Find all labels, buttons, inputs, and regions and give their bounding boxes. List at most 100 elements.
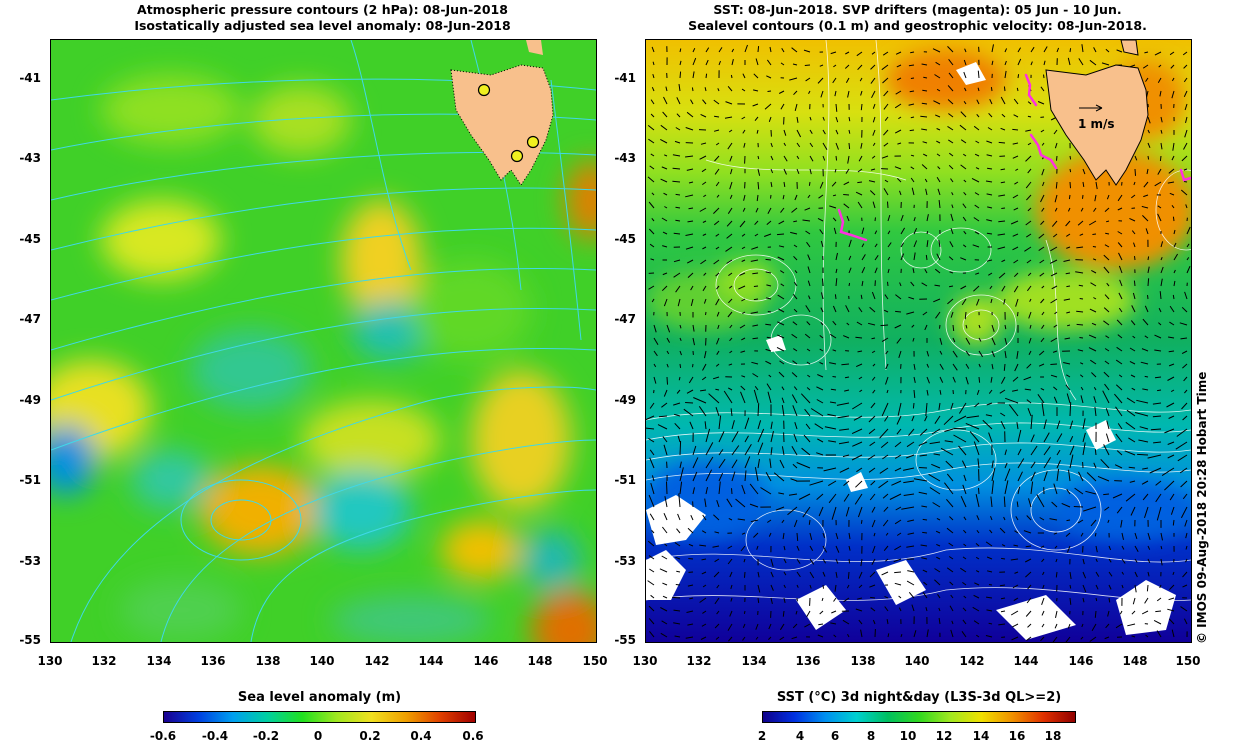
- velocity-arrow: [913, 240, 918, 248]
- velocity-arrow: [675, 127, 681, 131]
- velocity-arrow: [1172, 142, 1175, 151]
- velocity-arrow: [715, 363, 720, 367]
- velocity-arrow: [715, 272, 720, 277]
- velocity-arrow: [959, 124, 967, 131]
- velocity-arrow: [770, 168, 774, 174]
- velocity-arrow: [1095, 181, 1098, 190]
- velocity-arrow: [1082, 442, 1086, 456]
- lat-tick: -41: [614, 71, 636, 85]
- velocity-arrow: [899, 190, 902, 196]
- lat-tick: -49: [614, 393, 636, 407]
- velocity-arrow: [1147, 266, 1150, 274]
- velocity-arrow: [883, 103, 889, 110]
- velocity-arrow: [991, 350, 995, 358]
- velocity-arrow: [1027, 168, 1032, 174]
- velocity-arrow: [1076, 246, 1084, 249]
- velocity-arrow: [949, 516, 954, 521]
- velocity-arrow: [809, 116, 812, 121]
- velocity-arrow: [1131, 230, 1136, 235]
- velocity-arrow: [1184, 103, 1188, 111]
- velocity-arrow: [945, 460, 954, 469]
- velocity-arrow: [819, 361, 824, 365]
- velocity-arrow: [1160, 142, 1163, 150]
- velocity-arrow: [1097, 475, 1110, 482]
- velocity-arrow: [845, 305, 850, 313]
- velocity-arrow: [767, 391, 772, 404]
- velocity-arrow: [986, 402, 993, 406]
- velocity-arrow: [1039, 259, 1045, 264]
- velocity-arrow: [740, 545, 746, 552]
- velocity-arrow: [1169, 51, 1175, 56]
- sla-cb-tick: 0.2: [359, 729, 381, 743]
- velocity-arrow: [688, 181, 694, 184]
- velocity-arrow: [1088, 347, 1097, 352]
- velocity-arrow: [686, 610, 694, 613]
- velocity-arrow: [804, 207, 811, 211]
- velocity-arrow: [926, 389, 929, 396]
- velocity-arrow: [1041, 324, 1045, 329]
- velocity-arrow: [1104, 348, 1110, 352]
- velocity-arrow: [922, 89, 928, 92]
- velocity-arrow: [651, 298, 655, 303]
- velocity-arrow: [859, 389, 863, 393]
- velocity-arrow: [793, 433, 798, 443]
- velocity-arrow: [926, 240, 929, 248]
- velocity-arrow: [835, 142, 839, 150]
- velocity-arrow: [822, 129, 826, 135]
- velocity-arrow: [757, 181, 760, 190]
- velocity-arrow: [805, 305, 811, 313]
- velocity-arrow: [926, 350, 930, 357]
- velocity-arrow: [924, 415, 928, 422]
- velocity-arrow: [817, 374, 824, 378]
- velocity-arrow: [926, 230, 929, 235]
- sst-cb-tick: 14: [972, 729, 990, 743]
- velocity-arrow: [1156, 506, 1162, 521]
- velocity-arrow: [922, 518, 928, 521]
- velocity-arrow: [666, 337, 671, 343]
- velocity-arrow: [925, 607, 928, 612]
- velocity-arrow: [702, 246, 707, 250]
- velocity-arrow: [675, 206, 681, 209]
- velocity-arrow: [770, 584, 774, 591]
- velocity-arrow: [1095, 558, 1098, 563]
- velocity-arrow: [870, 607, 876, 612]
- velocity-arrow: [934, 568, 941, 573]
- velocity-arrow: [835, 116, 839, 123]
- velocity-arrow: [1140, 361, 1149, 365]
- velocity-arrow: [783, 558, 787, 564]
- velocity-arrow: [676, 389, 681, 394]
- velocity-arrow: [705, 469, 713, 482]
- velocity-arrow: [1030, 61, 1033, 66]
- velocity-arrow: [978, 350, 984, 358]
- lon-tick: 142: [959, 654, 985, 668]
- velocity-arrow: [1005, 397, 1019, 404]
- sla-cb-tick: 0.4: [410, 729, 432, 743]
- velocity-arrow: [962, 607, 967, 612]
- velocity-arrow: [1078, 284, 1084, 287]
- velocity-arrow: [1173, 269, 1176, 274]
- velocity-arrow: [934, 74, 941, 79]
- velocity-arrow: [1063, 362, 1071, 365]
- lat-tick: -51: [614, 473, 636, 487]
- velocity-arrow: [982, 419, 993, 430]
- lon-tick: 134: [146, 654, 172, 668]
- velocity-arrow: [1104, 360, 1110, 365]
- velocity-arrow: [1114, 393, 1123, 404]
- velocity-arrow: [1027, 101, 1032, 105]
- velocity-arrow: [1183, 376, 1188, 382]
- velocity-arrow: [1183, 64, 1188, 69]
- velocity-arrow: [663, 512, 668, 521]
- velocity-arrow: [1054, 142, 1058, 149]
- velocity-arrow: [791, 394, 798, 404]
- velocity-arrow: [949, 241, 954, 248]
- velocity-arrow: [835, 571, 838, 578]
- velocity-arrow: [1100, 458, 1110, 469]
- velocity-arrow: [791, 445, 798, 456]
- velocity-arrow: [1152, 402, 1162, 405]
- velocity-arrow: [843, 194, 850, 196]
- velocity-arrow: [966, 415, 980, 419]
- velocity-arrow: [661, 555, 668, 560]
- sla-field: [51, 75, 596, 642]
- drifter-track: [1029, 133, 1058, 170]
- velocity-arrow: [1088, 220, 1097, 226]
